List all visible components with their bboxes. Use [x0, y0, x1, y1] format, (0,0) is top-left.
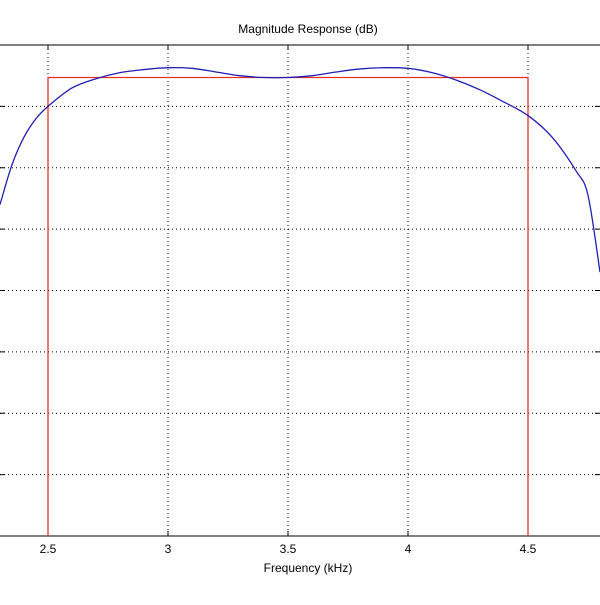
x-tick-label: 4.5 — [520, 542, 537, 556]
x-tick-label: 4 — [405, 542, 412, 556]
tick-label-layer: 2.5 3 3.5 4 4.5 — [40, 542, 537, 556]
x-tick-label: 3 — [165, 542, 172, 556]
x-tick-label: 3.5 — [280, 542, 297, 556]
grid-layer — [0, 45, 600, 536]
x-axis-label: Frequency (kHz) — [264, 561, 353, 575]
series-layer — [0, 66, 600, 536]
axes-layer — [0, 44, 600, 537]
magnitude-response-line — [0, 66, 600, 273]
chart-title: Magnitude Response (dB) — [238, 22, 377, 36]
x-tick-label: 2.5 — [40, 542, 57, 556]
